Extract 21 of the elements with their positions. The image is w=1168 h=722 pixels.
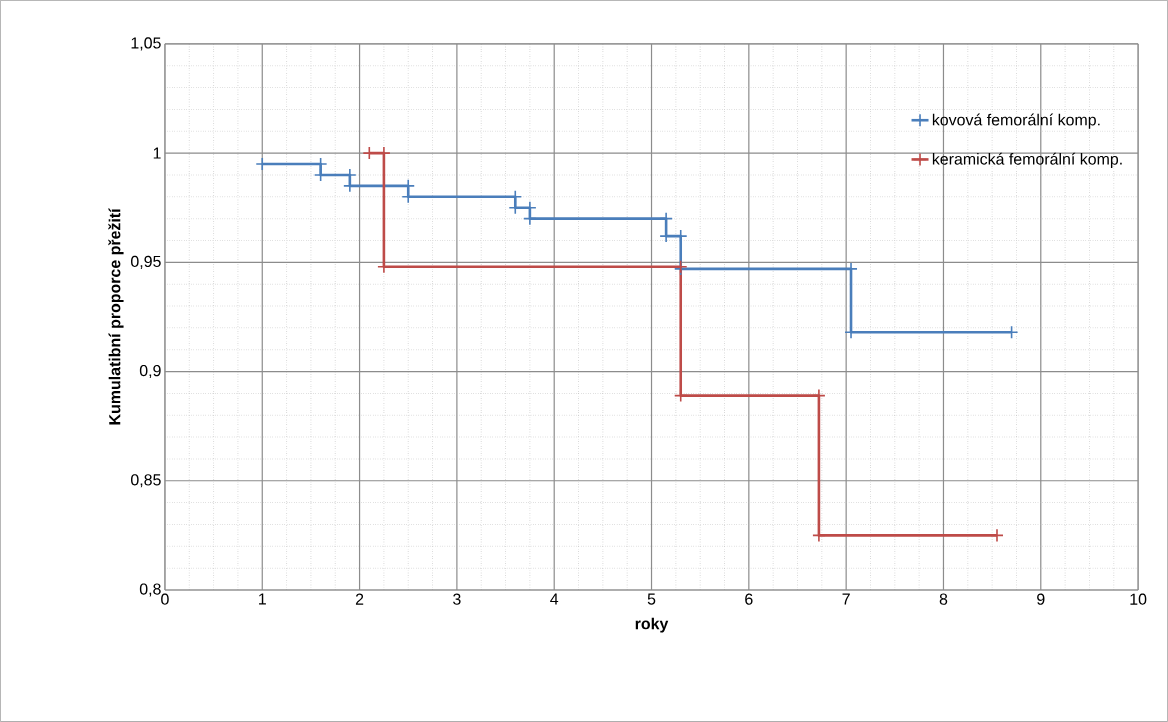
- y-tick-label: 0,8: [139, 583, 161, 597]
- legend-label: keramická femorální komp.: [932, 152, 1122, 168]
- x-tick-label: 2: [355, 593, 364, 605]
- y-tick-label: 0,95: [131, 255, 161, 269]
- x-tick-label: 1: [259, 593, 266, 605]
- x-tick-label: 10: [1130, 593, 1147, 605]
- y-tick-label: 1: [153, 147, 161, 159]
- x-tick-label: 6: [745, 593, 753, 605]
- y-tick-label: 0,9: [139, 365, 161, 379]
- x-tick-label: 7: [842, 593, 850, 605]
- x-tick-label: 4: [550, 593, 559, 605]
- x-tick-label: 8: [939, 593, 948, 605]
- x-tick-label: 3: [453, 593, 461, 605]
- y-axis-title: Kumulatibní proporce přežití: [108, 208, 124, 425]
- y-tick-label: 0,85: [131, 474, 161, 488]
- x-tick-label: 5: [647, 593, 656, 605]
- x-axis-title: roky: [635, 617, 669, 633]
- y-tick-label: 1,05: [131, 37, 161, 51]
- x-tick-label: 9: [1037, 593, 1045, 605]
- legend-label: kovová femorální komp.: [932, 113, 1100, 129]
- x-tick-label: 0: [161, 593, 169, 605]
